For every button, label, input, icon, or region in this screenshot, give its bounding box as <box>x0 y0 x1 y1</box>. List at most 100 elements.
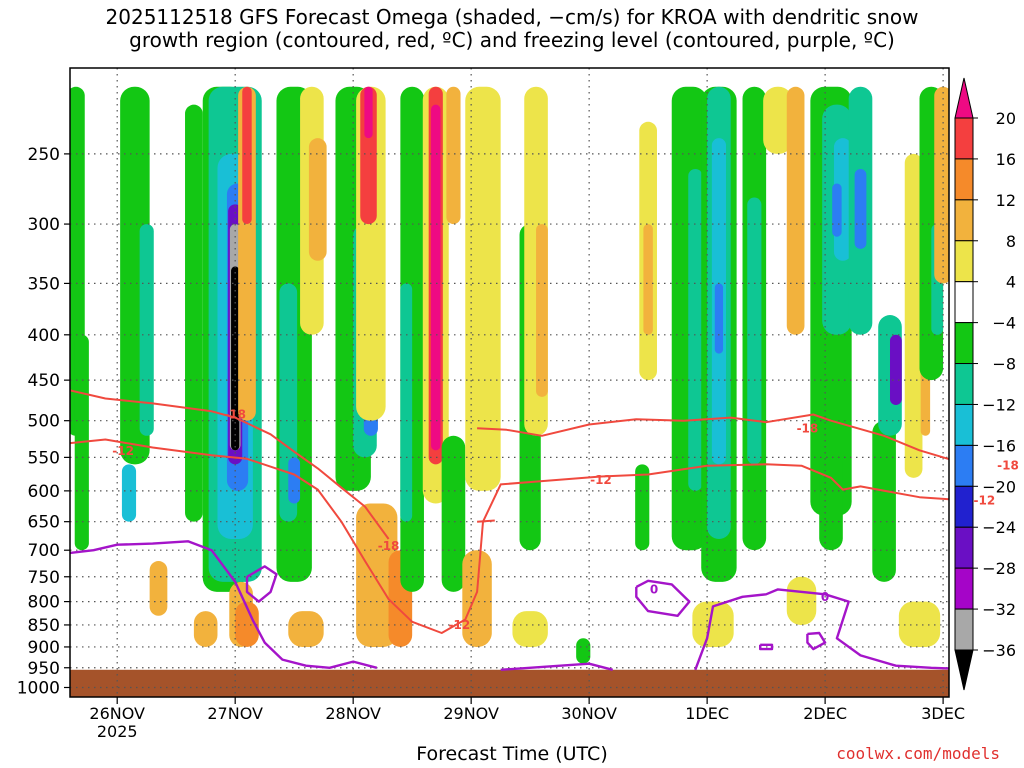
omega-cell <box>193 611 218 647</box>
contour-label: -18 <box>378 539 400 553</box>
y-tick-label: 600 <box>28 482 60 502</box>
omega-cell <box>462 550 492 647</box>
omega-cell <box>185 104 203 522</box>
omega-cell <box>904 153 923 478</box>
omega-cell <box>872 420 896 582</box>
x-tick-label: 27NOV <box>207 704 263 723</box>
chart-title-line-2: growth region (contoured, red, ºC) and f… <box>129 28 895 52</box>
y-tick-label: 800 <box>28 593 60 613</box>
colorbar-bottom-arrow <box>954 649 974 691</box>
freezing-level-contour <box>694 588 949 671</box>
y-tick-label: 700 <box>28 541 60 561</box>
colorbar-label: 20 <box>996 109 1016 128</box>
freezing-level-contour <box>70 540 378 669</box>
omega-cell <box>231 266 240 451</box>
colorbar-swatch <box>954 240 974 283</box>
colorbar-swatch <box>954 158 974 201</box>
colorbar-swatch <box>954 199 974 242</box>
omega-cell <box>431 104 441 451</box>
omega-shading <box>70 86 949 664</box>
omega-cell <box>235 601 259 647</box>
colorbar-label: −12 <box>982 395 1016 414</box>
freezing-level-contour <box>245 565 278 603</box>
omega-cell <box>512 611 548 647</box>
y-tick-label: 250 <box>28 145 60 165</box>
ground-layer <box>70 669 949 697</box>
colorbar-label: −28 <box>982 559 1016 578</box>
x-tick-label: 29NOV <box>443 704 499 723</box>
y-tick-label: 550 <box>28 448 60 468</box>
colorbar-swatch <box>954 322 974 365</box>
y-tick-label: 300 <box>28 215 60 235</box>
omega-cell <box>446 86 461 225</box>
omega-cell <box>688 168 703 491</box>
x-tick-label: 28NOV <box>325 704 381 723</box>
omega-cell <box>714 283 724 354</box>
freezing-level-contour <box>635 579 691 617</box>
dgz-minus12-contour <box>70 438 949 634</box>
omega-cell <box>242 86 252 225</box>
colorbar-swatch <box>954 403 974 446</box>
omega-cell <box>139 224 154 436</box>
y-tick-label: 950 <box>28 659 60 679</box>
omega-cell <box>400 283 413 522</box>
contour-labels: -18 -12 -18 -12 -18 -12 -18 -12 0 0 <box>112 407 1019 631</box>
grid-lines <box>70 68 949 697</box>
contours <box>70 389 949 671</box>
omega-cell <box>692 601 734 647</box>
omega-cell <box>832 183 842 237</box>
colorbar-label: −4 <box>992 314 1016 333</box>
colorbar-label: 4 <box>1006 273 1016 292</box>
omega-cell <box>890 334 902 405</box>
x-tick-label: 30NOV <box>561 704 617 723</box>
omega-cell <box>465 86 501 491</box>
omega-cell <box>635 464 650 551</box>
x-tick-label: 1DEC <box>685 704 729 723</box>
colorbar-label: 8 <box>1006 232 1016 251</box>
credit-link[interactable]: coolwx.com/models <box>836 744 1000 763</box>
omega-cell <box>854 168 867 249</box>
colorbar-swatch <box>954 117 974 160</box>
omega-cell <box>786 86 805 335</box>
y-tick-label: 650 <box>28 513 60 533</box>
contour-label: 0 <box>650 582 658 596</box>
omega-cell <box>288 457 301 504</box>
colorbar-label: −36 <box>982 641 1016 660</box>
y-tick-label: 500 <box>28 412 60 432</box>
colorbar-label: 16 <box>996 150 1016 169</box>
plot-frame <box>69 67 950 698</box>
omega-cell <box>898 601 941 647</box>
dgz-minus18-contour <box>477 413 949 461</box>
y-tick-label: 400 <box>28 326 60 346</box>
omega-cell <box>121 464 137 522</box>
colorbar: 20 16 12 8 4 −4 −8 −12 −16 −20 −24 −28 −32 −36 <box>954 77 1016 691</box>
omega-cell <box>308 138 327 261</box>
omega-cell <box>576 638 591 664</box>
colorbar-label: −16 <box>982 436 1016 455</box>
y-tick-label: 450 <box>28 371 60 391</box>
colorbar-swatch <box>954 281 974 324</box>
y-tick-label: 750 <box>28 568 60 588</box>
y-tick-label: 350 <box>28 274 60 294</box>
contour-label: -18 <box>224 407 246 421</box>
contour-label: -12 <box>590 473 612 487</box>
omega-cell <box>149 561 168 616</box>
x-year-label: 2025 <box>97 722 138 741</box>
colorbar-swatch <box>954 608 974 651</box>
colorbar-label: −32 <box>982 600 1016 619</box>
colorbar-label: −24 <box>982 518 1016 537</box>
omega-cell <box>288 611 324 647</box>
contour-label: -18 <box>997 459 1019 473</box>
freezing-level-contour <box>759 643 774 651</box>
omega-cell <box>356 503 398 647</box>
contour-label: -12 <box>449 618 471 632</box>
omega-cell <box>643 224 653 335</box>
colorbar-swatch <box>954 363 974 405</box>
omega-cell <box>441 435 466 592</box>
omega-cell <box>763 86 793 154</box>
colorbar-label: −20 <box>982 477 1016 496</box>
colorbar-swatch <box>954 485 974 528</box>
omega-cell <box>934 86 949 284</box>
colorbar-swatch <box>954 567 974 610</box>
